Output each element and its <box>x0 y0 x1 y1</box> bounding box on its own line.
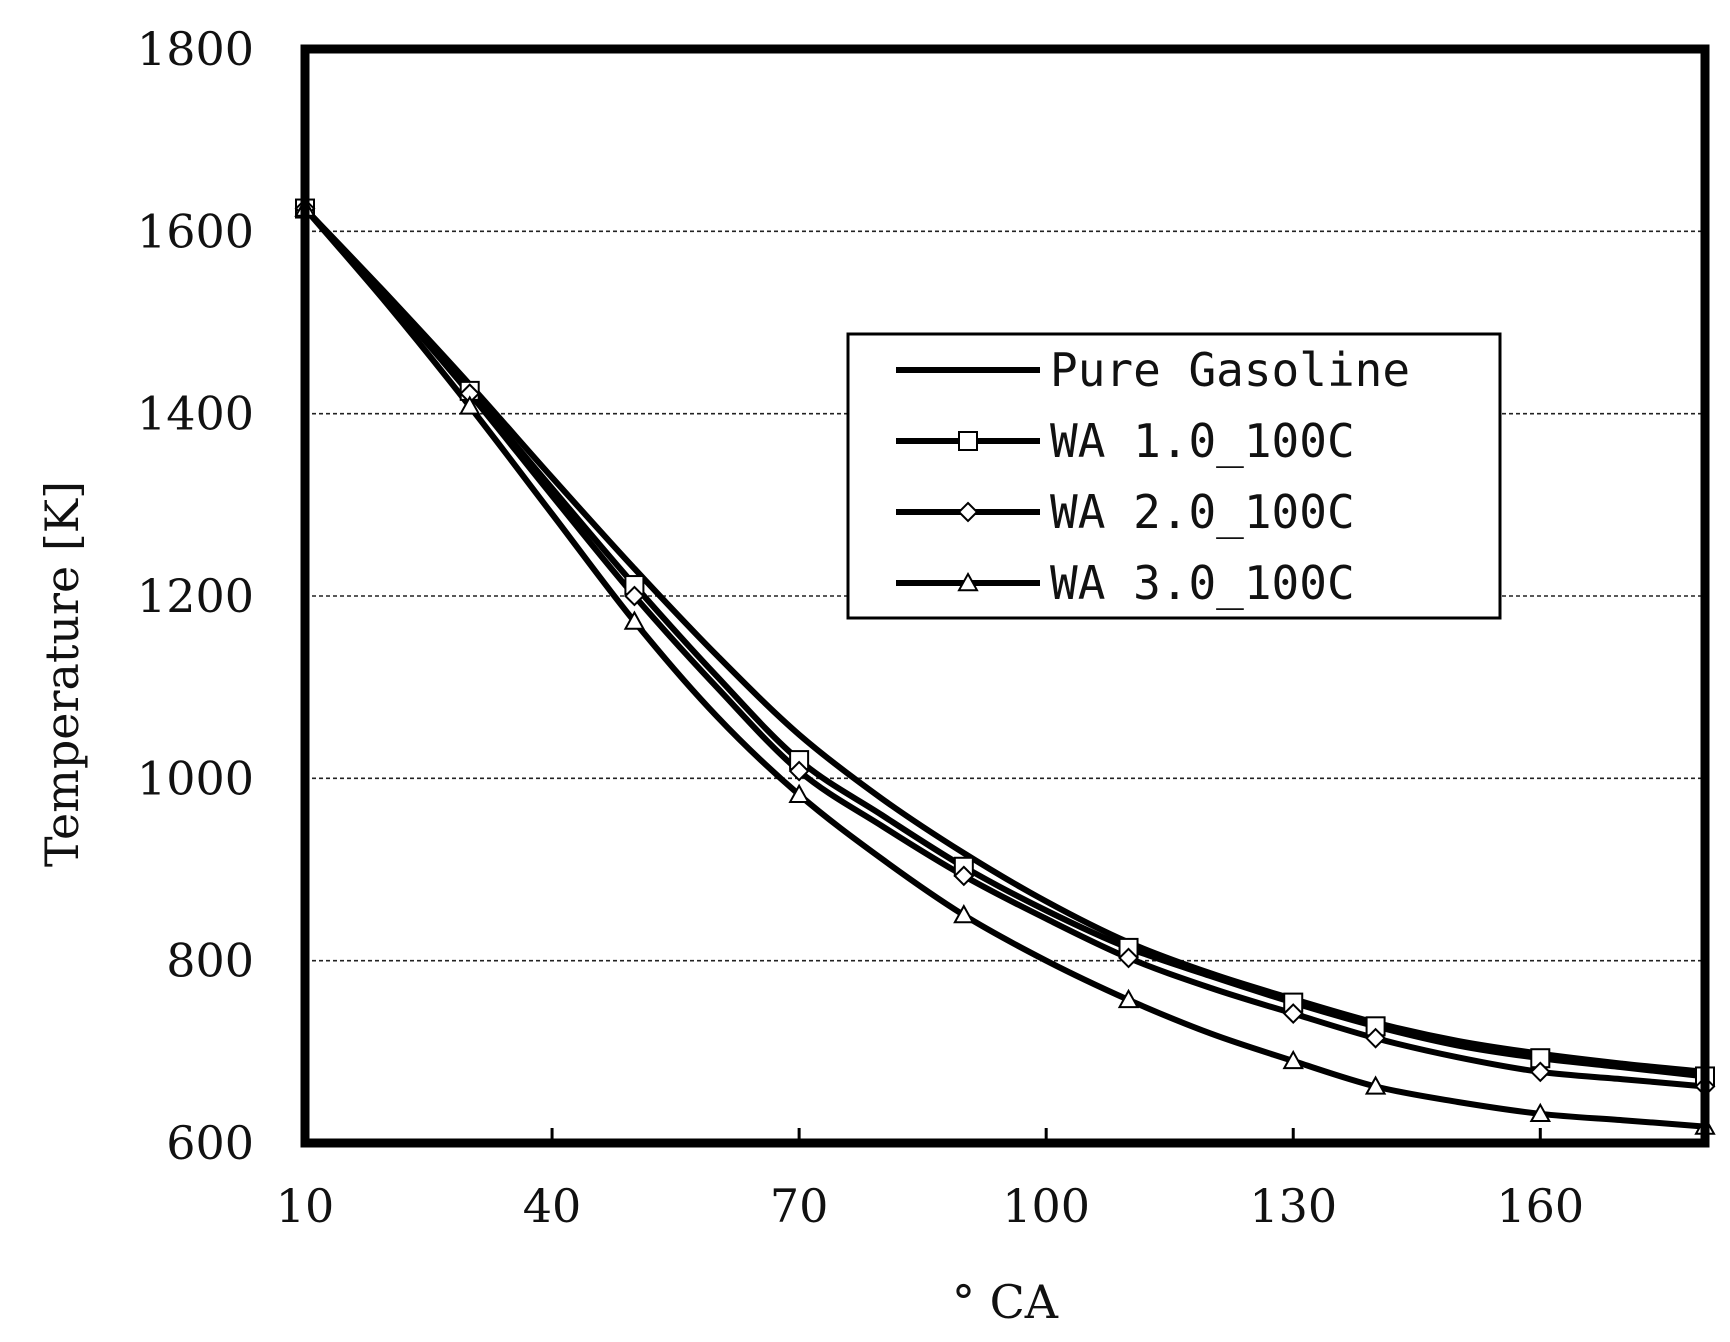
legend-label-pure-gasoline: Pure Gasoline <box>1050 343 1410 397</box>
marker-wa-3-0-100c-x90 <box>953 904 975 924</box>
legend: Pure Gasoline WA 1.0_100C WA 2.0_100C WA 3.… <box>846 332 1502 620</box>
legend-label-wa-2-0-100c: WA 2.0_100C <box>1050 485 1355 539</box>
y-tick-label-1800: 1800 <box>137 22 254 76</box>
series-line-pure-gasoline <box>302 205 1708 1075</box>
y-tick-label-800: 800 <box>166 934 254 988</box>
x-tick-label-160: 160 <box>1496 1179 1584 1233</box>
legend-marker-wa-2-0-100c <box>957 501 979 523</box>
y-tick-label-1600: 1600 <box>137 204 254 258</box>
x-tick-label-100: 100 <box>1002 1179 1090 1233</box>
marker-wa-2-0-100c-x50 <box>623 585 645 607</box>
marker-wa-2-0-100c-x160 <box>1529 1061 1551 1083</box>
legend-marker-wa-1-0-100c <box>958 431 978 451</box>
x-tick-label-130: 130 <box>1249 1179 1337 1233</box>
legend-label-wa-1-0-100c: WA 1.0_100C <box>1050 414 1355 468</box>
y-axis-ticks: 600 800 1000 1200 1400 1600 1800 <box>137 22 254 1170</box>
marker-wa-3-0-100c-x50 <box>623 610 646 630</box>
y-axis-title: Temperature [K] <box>35 481 89 867</box>
legend-box <box>846 332 1502 620</box>
marker-wa-2-0-100c-x140 <box>1365 1027 1387 1049</box>
marker-wa-3-0-100c-x160 <box>1529 1102 1551 1123</box>
x-axis-ticks: 10 40 70 100 130 160 <box>276 1128 1584 1233</box>
marker-wa-3-0-100c-x30 <box>459 395 481 415</box>
y-tick-label-600: 600 <box>166 1116 254 1170</box>
legend-label-wa-3-0-100c: WA 3.0_100C <box>1050 556 1355 610</box>
x-axis-title: ° CA <box>952 1275 1059 1329</box>
y-tick-label-1200: 1200 <box>137 569 254 623</box>
x-tick-label-70: 70 <box>770 1179 829 1233</box>
x-tick-label-10: 10 <box>276 1179 335 1233</box>
legend-items: Pure Gasoline WA 1.0_100C WA 2.0_100C WA 3.… <box>896 343 1410 610</box>
y-tick-label-1000: 1000 <box>137 751 254 805</box>
marker-wa-2-0-100c-x90 <box>953 865 975 887</box>
y-tick-label-1400: 1400 <box>137 387 254 441</box>
marker-wa-3-0-100c-x140 <box>1364 1075 1387 1095</box>
marker-wa-2-0-100c-x70 <box>788 760 810 782</box>
marker-wa-2-0-100c-x130 <box>1282 1003 1304 1024</box>
marker-wa-3-0-100c-x110 <box>1117 988 1140 1009</box>
plot-frame <box>300 44 1710 1148</box>
marker-wa-3-0-100c-x130 <box>1282 1049 1304 1070</box>
legend-marker-wa-3-0-100c <box>957 571 979 592</box>
x-tick-label-40: 40 <box>523 1179 582 1233</box>
marker-wa-2-0-100c-x110 <box>1118 947 1139 969</box>
marker-wa-3-0-100c-x70 <box>788 783 810 803</box>
